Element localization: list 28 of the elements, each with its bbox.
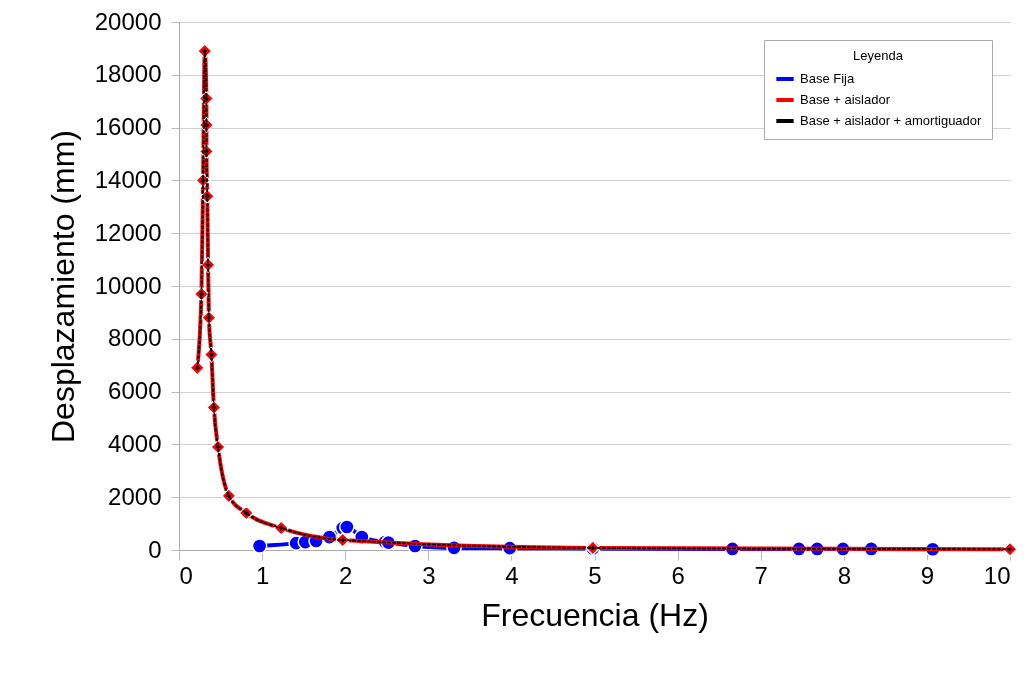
x-tick-label: 5 [588,561,602,589]
y-tick-label: 4000 [108,429,162,457]
x-tick-label: 9 [920,561,935,589]
legend-title: Leyenda [853,48,904,63]
x-tick-label: 2 [339,561,353,589]
x-tick-label: 1 [255,561,270,589]
x-tick-label: 8 [837,561,851,589]
y-tick-label: 10000 [94,271,162,299]
y-tick-label: 20000 [94,7,162,35]
y-tick-label: 14000 [94,165,162,193]
y-tick-label: 16000 [94,113,162,141]
x-tick-label: 7 [754,561,768,589]
x-tick-label: 3 [422,561,436,589]
y-tick-label: 8000 [108,324,162,352]
legend-label: Base Fija [800,71,855,86]
y-tick-label: 12000 [94,218,162,246]
y-tick-label: 0 [148,535,162,563]
y-tick-label: 6000 [108,377,162,405]
x-tick-label: 10 [983,561,1011,589]
x-tick-label: 0 [179,561,193,589]
x-axis-title: Frecuencia (Hz) [481,596,709,633]
y-tick-label: 2000 [108,482,162,510]
y-tick-label: 18000 [94,60,162,88]
x-tick-label: 4 [505,561,519,589]
legend-label: Base + aislador [800,92,891,107]
legend-label: Base + aislador + amortiguador [800,113,983,128]
x-tick-label: 6 [671,561,685,589]
y-axis-title: Desplazamiento (mm) [44,130,81,443]
